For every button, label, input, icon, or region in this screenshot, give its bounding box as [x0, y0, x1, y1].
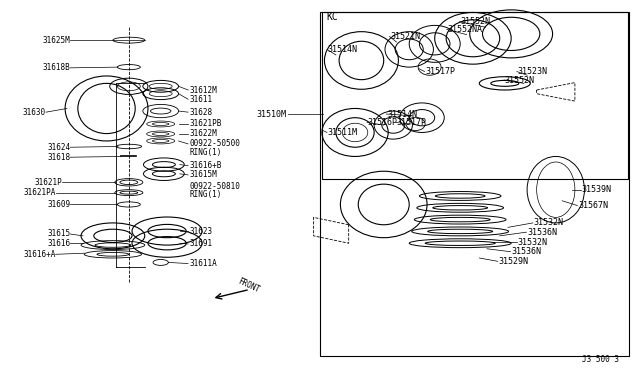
- Bar: [320, 13, 629, 356]
- Text: 31621PB: 31621PB: [189, 119, 221, 128]
- Text: 31611A: 31611A: [189, 259, 217, 268]
- Text: 31611: 31611: [189, 95, 212, 104]
- Text: 31628: 31628: [189, 108, 212, 117]
- Text: 31523N: 31523N: [518, 67, 548, 76]
- Text: 31616+A: 31616+A: [23, 250, 56, 259]
- Text: 31529N: 31529N: [499, 257, 529, 266]
- Text: 31514N: 31514N: [328, 45, 358, 54]
- Text: 31536N: 31536N: [527, 228, 557, 237]
- Text: 31552NA: 31552NA: [447, 25, 483, 34]
- Text: J3 500 3: J3 500 3: [582, 355, 620, 364]
- Text: 31623: 31623: [189, 227, 212, 235]
- Text: 31521N: 31521N: [390, 32, 420, 41]
- Text: 31618B: 31618B: [42, 63, 70, 72]
- Text: 31517P: 31517P: [396, 118, 426, 127]
- Text: 31615M: 31615M: [189, 170, 217, 179]
- Text: 31630: 31630: [23, 108, 46, 117]
- Text: 31517P: 31517P: [425, 67, 455, 76]
- Text: 31621PA: 31621PA: [23, 188, 56, 197]
- Text: 31567N: 31567N: [578, 201, 608, 210]
- Text: 31516P: 31516P: [368, 118, 398, 127]
- Text: 31618: 31618: [47, 153, 70, 162]
- Text: 31615: 31615: [47, 230, 70, 238]
- Text: 31536N: 31536N: [511, 247, 541, 256]
- Text: 31625M: 31625M: [42, 36, 70, 45]
- Text: 00922-50500: 00922-50500: [189, 140, 240, 148]
- Text: 31691: 31691: [189, 240, 212, 248]
- Text: 31514N: 31514N: [387, 109, 417, 119]
- Text: 31609: 31609: [47, 200, 70, 209]
- Text: 31616: 31616: [47, 239, 70, 248]
- Text: RING(1): RING(1): [189, 148, 221, 157]
- Text: 00922-50810: 00922-50810: [189, 182, 240, 191]
- Text: KC: KC: [326, 12, 338, 22]
- Text: 31621P: 31621P: [34, 178, 62, 187]
- Text: FRONT: FRONT: [236, 276, 260, 294]
- Text: 31510M: 31510M: [257, 109, 287, 119]
- Text: 31612M: 31612M: [189, 86, 217, 94]
- Text: 31552N: 31552N: [460, 17, 490, 26]
- Text: 31622M: 31622M: [189, 129, 217, 138]
- Text: 31624: 31624: [47, 143, 70, 152]
- Bar: [322, 13, 628, 179]
- Text: 31532N: 31532N: [518, 238, 548, 247]
- Text: 31532N: 31532N: [534, 218, 563, 227]
- Text: 31616+B: 31616+B: [189, 161, 221, 170]
- Text: RING(1): RING(1): [189, 190, 221, 199]
- Text: 31552N: 31552N: [505, 76, 535, 84]
- Text: 31539N: 31539N: [581, 185, 611, 194]
- Text: 31511M: 31511M: [328, 128, 358, 137]
